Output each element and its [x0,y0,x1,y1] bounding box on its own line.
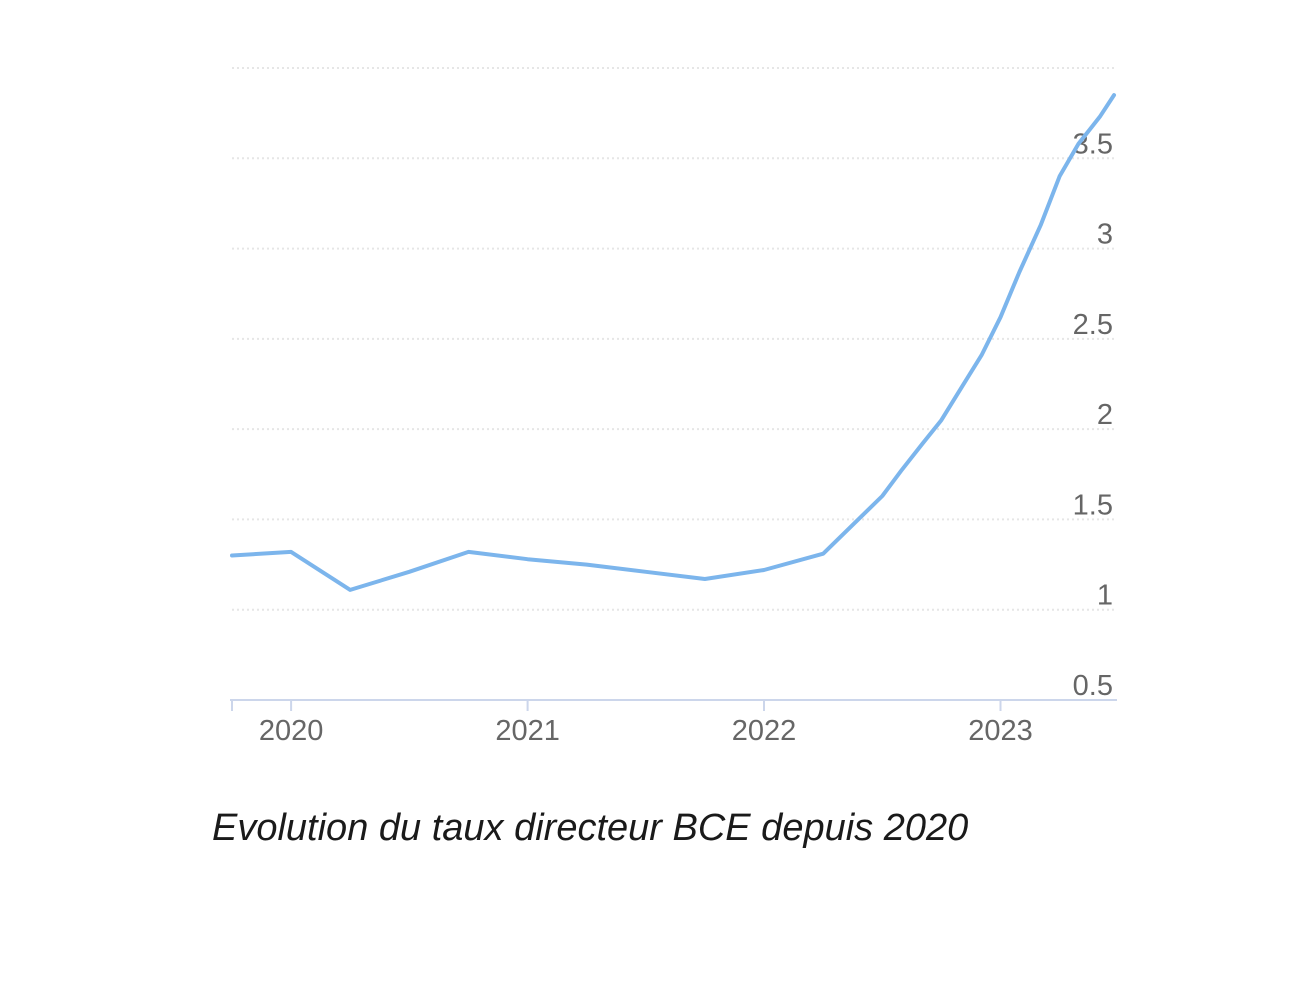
y-axis-label: 1.5 [1073,489,1113,521]
y-axis-label: 2.5 [1073,309,1113,341]
x-axis-label: 2023 [968,715,1033,747]
x-axis-label: 2022 [732,715,797,747]
x-axis-label: 2021 [495,715,560,747]
y-axis-label: 3 [1097,219,1113,251]
x-axis-label: 2020 [259,715,324,747]
series-line-taux-directeur [230,93,1116,592]
y-axis-label: 0.5 [1073,670,1113,702]
y-axis-label: 2 [1097,399,1113,431]
chart-caption: Evolution du taux directeur BCE depuis 2… [212,807,969,849]
y-axis-label: 1 [1097,580,1113,612]
